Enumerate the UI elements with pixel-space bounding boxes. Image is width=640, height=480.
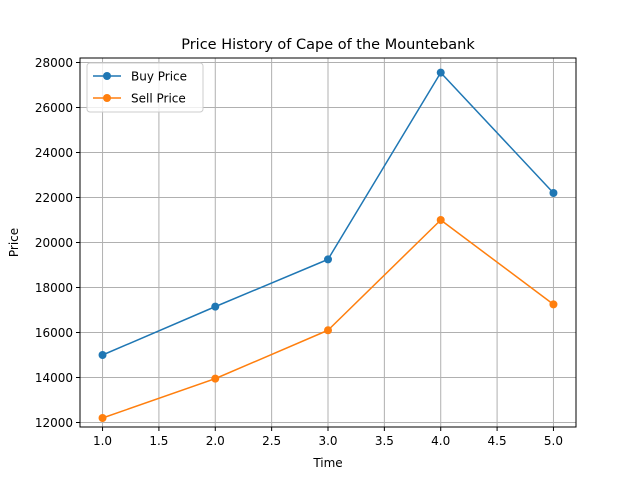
- series-sell-price: [98, 216, 558, 422]
- legend-item-buy-price: Buy Price: [93, 70, 187, 84]
- y-tick-label: 26000: [35, 101, 73, 115]
- legend-label: Buy Price: [131, 70, 187, 84]
- y-tick-label: 18000: [35, 281, 73, 295]
- x-tick-label: 2.5: [262, 434, 281, 448]
- sell-price-point: [98, 414, 107, 422]
- x-tick-label: 3.0: [318, 434, 337, 448]
- sell-price-point: [549, 300, 558, 309]
- x-axis-label: Time: [312, 456, 342, 470]
- legend-label: Sell Price: [131, 92, 186, 106]
- sell-price-point: [324, 326, 332, 335]
- x-tick-label: 1.5: [149, 434, 168, 448]
- buy-price-point: [324, 255, 332, 264]
- y-axis-label: Price: [7, 228, 21, 257]
- x-tick-label: 3.5: [375, 434, 394, 448]
- x-tick-label: 4.0: [431, 434, 450, 448]
- sell-price-point: [436, 216, 445, 224]
- y-tick-label: 22000: [35, 191, 73, 205]
- y-axis: 12000 14000 16000 18000 20000 22000 24000 26000…: [35, 56, 80, 430]
- sell-price-point: [211, 374, 220, 383]
- series-buy-price: [98, 68, 558, 359]
- grid-lines: [80, 58, 576, 427]
- series-layer: [98, 68, 558, 422]
- x-tick-label: 2.0: [206, 434, 225, 448]
- buy-price-point: [549, 189, 558, 197]
- legend-marker: [103, 94, 111, 102]
- y-tick-label: 20000: [35, 236, 73, 250]
- legend-marker: [103, 72, 111, 80]
- y-tick-label: 24000: [35, 146, 73, 160]
- buy-price-point: [436, 68, 445, 77]
- y-tick-label: 28000: [35, 56, 73, 70]
- buy-price-point: [211, 302, 220, 311]
- y-tick-label: 12000: [35, 416, 73, 430]
- y-tick-label: 14000: [35, 371, 73, 385]
- buy-price-point: [98, 351, 107, 359]
- legend-item-sell-price: Sell Price: [93, 92, 186, 106]
- x-tick-label: 5.0: [544, 434, 563, 448]
- chart-title: Price History of Cape of the Mountebank: [181, 37, 475, 53]
- y-tick-label: 16000: [35, 326, 73, 340]
- x-axis: 1.0 1.5 2.0 2.5 3.0 3.5 4.0 4.5 5.0: [93, 427, 563, 448]
- legend: Buy Price Sell Price: [86, 62, 204, 113]
- x-tick-label: 4.5: [488, 434, 507, 448]
- x-tick-label: 1.0: [93, 434, 112, 448]
